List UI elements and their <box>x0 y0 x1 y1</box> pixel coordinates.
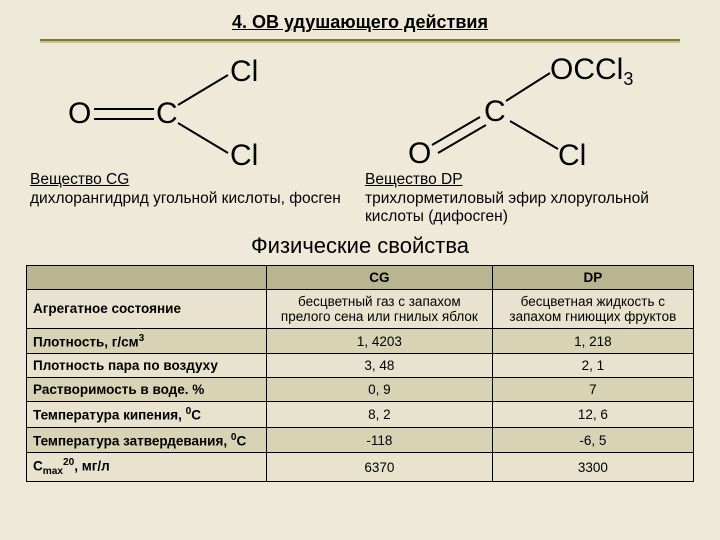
page-title-wrap: 4. ОВ удушающего действия <box>0 0 720 37</box>
table-row: Растворимость в воде. %0, 97 <box>27 378 694 402</box>
prop-cell: Сmax20, мг/л <box>27 453 267 482</box>
descriptions: Вещество CG дихлорангидрид угольной кисл… <box>0 171 720 231</box>
molecules-row: O C Cl Cl O C Cl OCCl3 <box>0 43 720 171</box>
cg-cell: 6370 <box>267 453 493 482</box>
cg-cell: 3, 48 <box>267 354 493 378</box>
svg-text:C: C <box>156 97 178 130</box>
svg-text:C: C <box>484 95 506 128</box>
svg-text:Cl: Cl <box>558 139 586 172</box>
dp-structure-icon: O C Cl OCCl3 <box>400 53 660 173</box>
dp-name: Вещество DP <box>365 171 463 188</box>
dp-cell: -6, 5 <box>492 427 693 453</box>
prop-cell: Температура кипения, 0С <box>27 402 267 428</box>
dp-cell: бесцветная жидкость с запахом гниющих фр… <box>492 289 693 328</box>
col-dp: DP <box>492 265 693 289</box>
prop-cell: Растворимость в воде. % <box>27 378 267 402</box>
cg-cell: бесцветный газ с запахом прелого сена ил… <box>267 289 493 328</box>
col-cg: CG <box>267 265 493 289</box>
table-row: Сmax20, мг/л63703300 <box>27 453 694 482</box>
properties-table: CG DP Агрегатное состояниебесцветный газ… <box>26 265 694 483</box>
prop-cell: Агрегатное состояние <box>27 289 267 328</box>
svg-text:Cl: Cl <box>230 55 258 88</box>
cg-cell: 8, 2 <box>267 402 493 428</box>
cg-desc-text: дихлорангидрид угольной кислоты, фосген <box>30 190 341 207</box>
cg-cell: 1, 4203 <box>267 328 493 354</box>
svg-text:Cl: Cl <box>230 139 258 172</box>
dp-cell: 1, 218 <box>492 328 693 354</box>
cg-description: Вещество CG дихлорангидрид угольной кисл… <box>30 171 355 227</box>
physical-properties-title: Физические свойства <box>0 231 720 265</box>
cg-name: Вещество CG <box>30 171 129 188</box>
table-row: Плотность, г/см31, 42031, 218 <box>27 328 694 354</box>
cg-structure-icon: O C Cl Cl <box>60 53 280 173</box>
svg-text:OCCl3: OCCl3 <box>550 53 633 89</box>
prop-cell: Температура затвердевания, 0С <box>27 427 267 453</box>
svg-text:O: O <box>408 137 431 170</box>
prop-cell: Плотность пара по воздуху <box>27 354 267 378</box>
dp-cell: 3300 <box>492 453 693 482</box>
dp-cell: 2, 1 <box>492 354 693 378</box>
dp-cell: 12, 6 <box>492 402 693 428</box>
cg-cell: -118 <box>267 427 493 453</box>
table-row: Плотность пара по воздуху3, 482, 1 <box>27 354 694 378</box>
page-title: 4. ОВ удушающего действия <box>232 12 488 32</box>
svg-text:O: O <box>68 97 91 130</box>
dp-cell: 7 <box>492 378 693 402</box>
table-row: Температура затвердевания, 0С-118-6, 5 <box>27 427 694 453</box>
table-header-row: CG DP <box>27 265 694 289</box>
dp-desc-text: трихлорметиловый эфир хлоругольной кисло… <box>365 190 649 226</box>
dp-description: Вещество DP трихлорметиловый эфир хлоруг… <box>365 171 690 227</box>
cg-cell: 0, 9 <box>267 378 493 402</box>
col-property <box>27 265 267 289</box>
prop-cell: Плотность, г/см3 <box>27 328 267 354</box>
table-row: Агрегатное состояниебесцветный газ с зап… <box>27 289 694 328</box>
table-row: Температура кипения, 0С8, 212, 6 <box>27 402 694 428</box>
